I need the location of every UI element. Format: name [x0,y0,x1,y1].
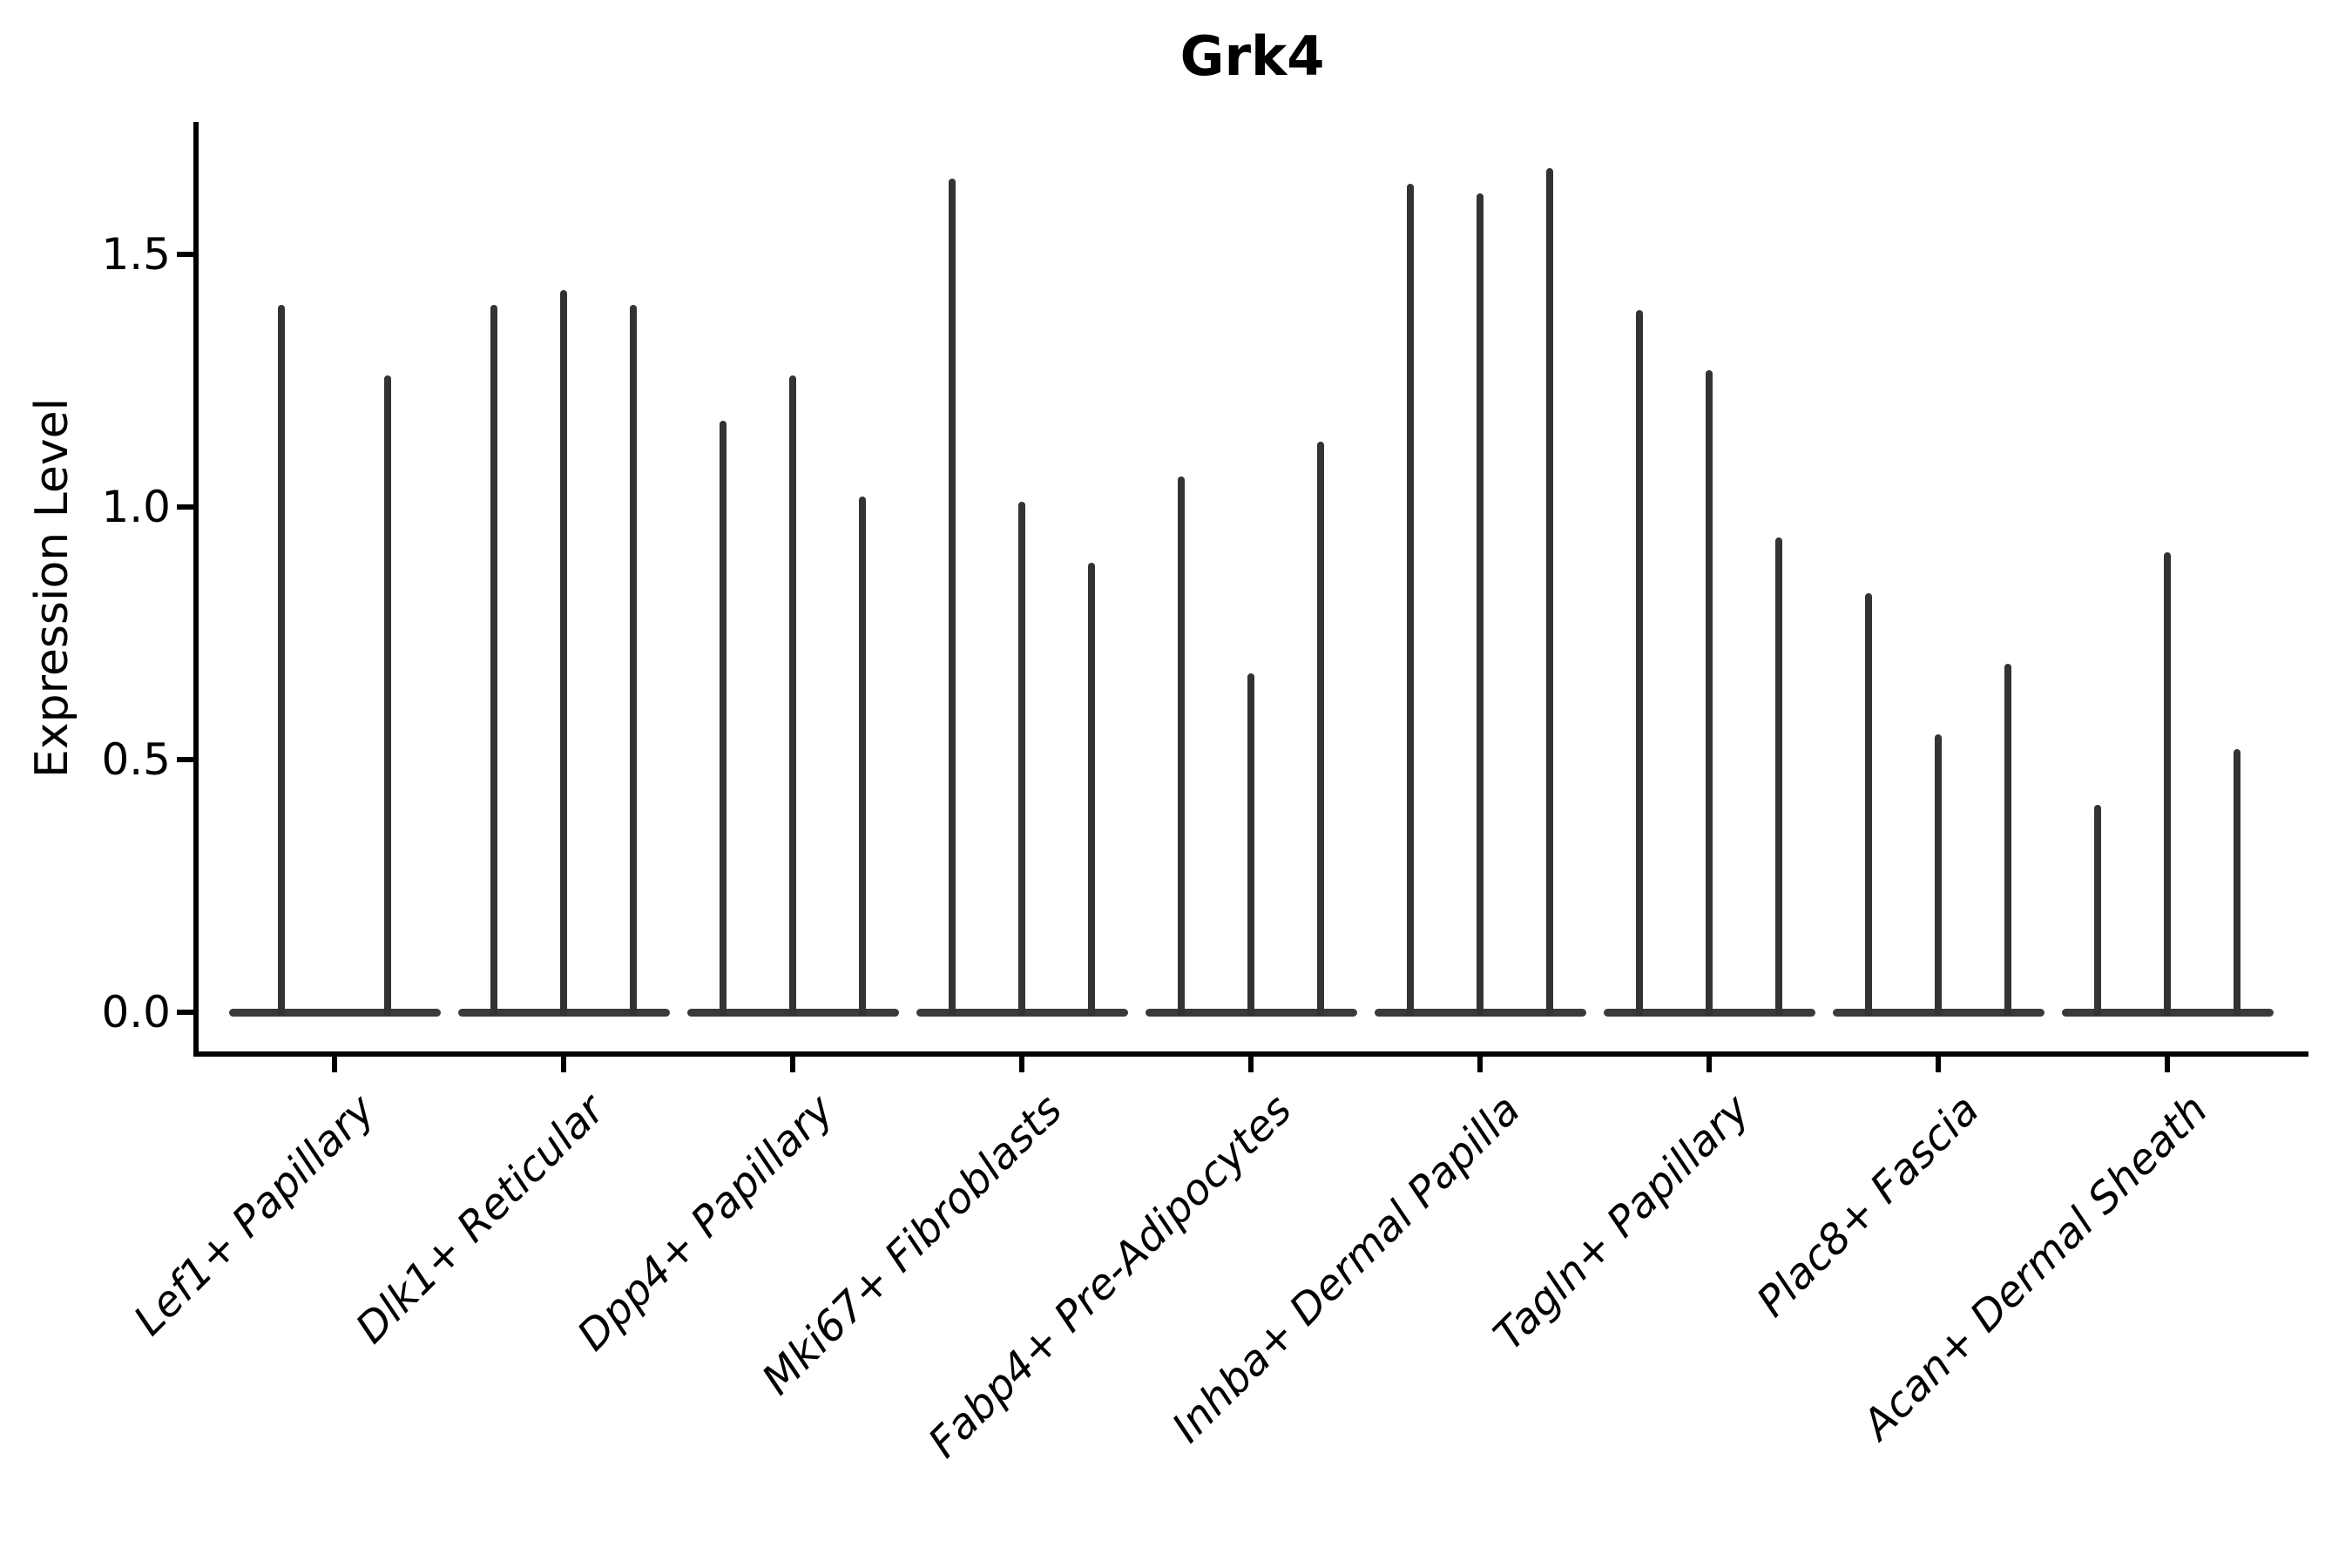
violin-spike [1088,562,1095,1016]
x-tick-label: Dpp4+ Papillary [567,1085,843,1361]
violin-spike [1018,502,1025,1016]
violin-spike [1317,441,1324,1016]
x-tick-mark [1936,1057,1941,1072]
x-tick-mark [561,1057,566,1072]
violin-spike [789,375,796,1016]
violin-spike [1247,673,1254,1016]
y-tick-label: 1.0 [101,482,171,532]
y-tick-label: 0.0 [101,987,171,1037]
x-tick-mark [1707,1057,1712,1072]
violin-spike [1636,309,1643,1016]
violin-spike [2094,805,2101,1016]
violin-spike [949,179,956,1016]
y-tick-label: 0.5 [101,734,171,785]
violin-spike [1865,592,1872,1016]
x-tick-mark [790,1057,795,1072]
y-axis-label: Expression Level [26,397,78,779]
violin-spike [490,305,497,1016]
x-tick-label: Plac8+ Fascia [1747,1085,1989,1327]
violin-spike [630,305,637,1016]
chart-title: Grk4 [1179,24,1325,88]
violin-spike [278,305,285,1016]
y-axis-spine [193,122,199,1057]
y-tick-mark [177,504,196,510]
violin-spike [1407,183,1414,1016]
violin-spike [1775,537,1782,1016]
violin-spike [560,289,567,1016]
violin-spike [2164,552,2171,1016]
violin-spike [1706,370,1713,1016]
x-tick-mark [332,1057,337,1072]
violin-spike [859,497,866,1016]
x-tick-mark [1248,1057,1254,1072]
y-tick-mark [177,252,196,257]
violin-spike [1935,734,1942,1016]
x-axis-spine [193,1051,2308,1057]
y-tick-mark [177,1010,196,1015]
violin-spike [2234,749,2240,1016]
violin-spike [1178,476,1185,1016]
y-tick-mark [177,757,196,762]
x-tick-label: Tagln+ Papillary [1484,1085,1760,1361]
x-tick-label: Dlk1+ Reticular [346,1085,614,1354]
violin-spike [1546,168,1553,1016]
x-tick-label: Lef1+ Papillary [125,1085,385,1345]
violin-base-bar [229,1009,441,1017]
violin-spike [1477,193,1484,1016]
x-tick-mark [2165,1057,2170,1072]
x-tick-mark [1477,1057,1483,1072]
violin-spike [384,375,391,1016]
violin-spike [2004,663,2011,1016]
x-tick-mark [1019,1057,1024,1072]
violin-spike [720,421,727,1016]
y-tick-label: 1.5 [101,229,171,280]
